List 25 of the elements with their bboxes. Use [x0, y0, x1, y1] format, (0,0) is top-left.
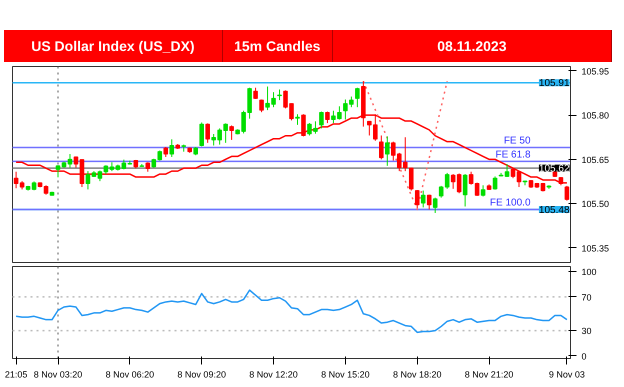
x-tick-label: 8 Nov 03:20	[34, 370, 82, 380]
x-tick-label: 8 Nov 09:20	[177, 370, 226, 380]
chart-subtitle: 15m Candles	[222, 30, 333, 62]
x-tick-label: 9 Nov 03	[548, 370, 585, 380]
ref-line-label: FE 61.8	[495, 149, 531, 160]
x-tick-label: 8 Nov 18:20	[392, 370, 442, 380]
y-tick-label: 70	[582, 292, 592, 302]
ref-line-label: FE 50	[504, 136, 531, 147]
chart-title: US Dollar Index (US_DX)	[4, 30, 223, 62]
ref-line-label: 105.91	[538, 78, 570, 90]
x-tick-label: 8 Nov 12:20	[249, 370, 298, 380]
y-tick-label: 105.65	[582, 154, 610, 165]
text: 08.11.2023	[332, 30, 612, 62]
x-tick-label: 8 Nov 21:20	[464, 370, 514, 380]
y-tick-label: 100	[582, 267, 597, 278]
y-tick-label: 105.50	[582, 199, 610, 210]
ref-line-label: FE 100.0	[490, 197, 531, 208]
y-tick-label: 30	[582, 326, 592, 336]
y-tick-label: 105.35	[582, 243, 610, 254]
y-tick-label: 0	[582, 351, 587, 362]
x-tick-label: 21:05	[4, 370, 28, 380]
y-tick-label: 105.80	[582, 110, 610, 121]
x-tick-label: 8 Nov 15:20	[321, 370, 370, 380]
y-tick-label: 105.95	[582, 66, 610, 76]
x-tick-label: 8 Nov 06:20	[106, 370, 154, 380]
